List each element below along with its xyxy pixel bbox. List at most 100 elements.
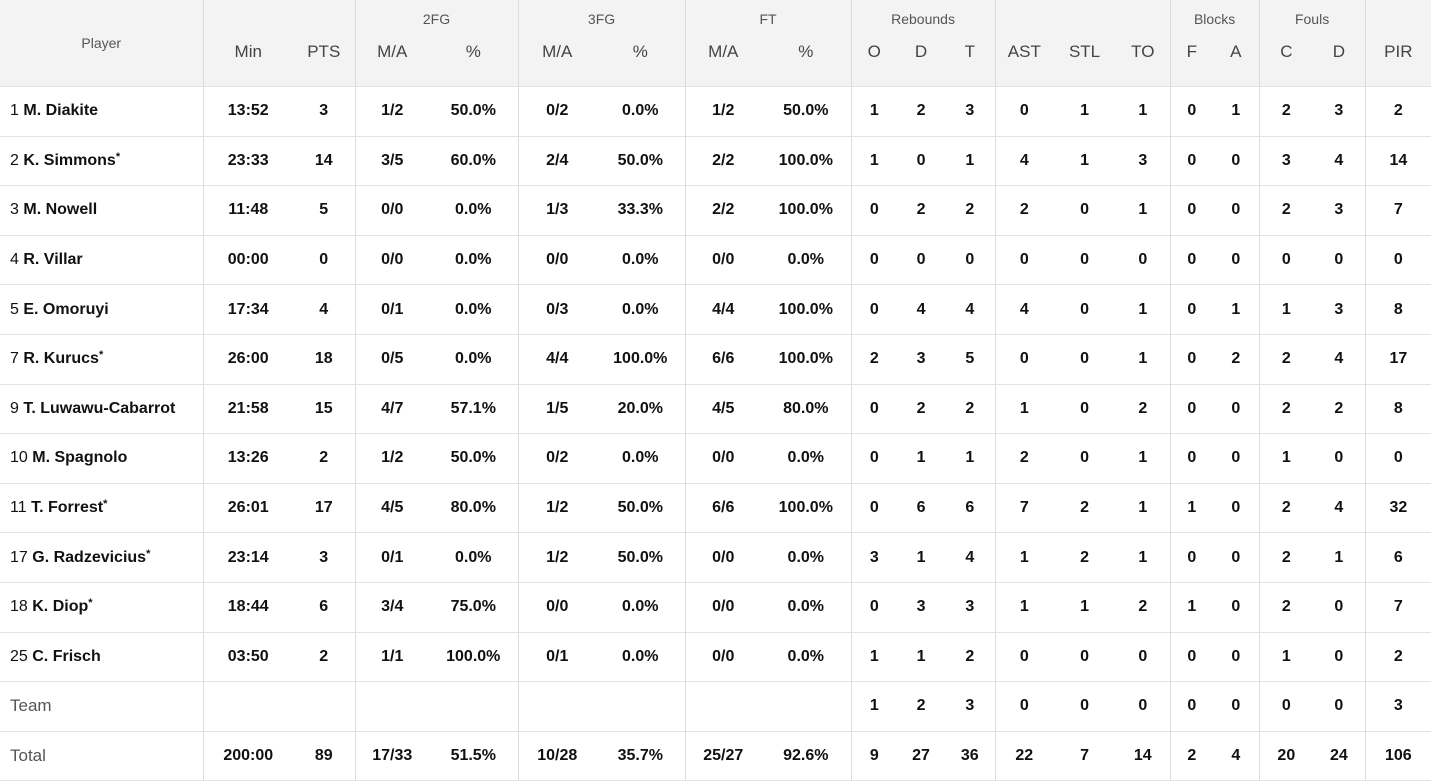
player-cell: 18 K. Diop* xyxy=(0,581,204,633)
player-pir: 6 xyxy=(1365,532,1431,583)
player-number: 10 xyxy=(10,449,28,467)
player-blk-f: 0 xyxy=(1170,383,1214,434)
player-3fg-pct: 20.0% xyxy=(596,383,686,434)
total-foul-c: 20 xyxy=(1259,730,1314,781)
header-min[interactable]: Min xyxy=(203,38,293,87)
player-3fg-ma: 4/4 xyxy=(518,333,597,385)
player-number: 18 xyxy=(10,598,28,616)
player-min: 17:34 xyxy=(203,284,293,335)
header-pir[interactable]: PIR xyxy=(1365,38,1431,87)
player-ast: 7 xyxy=(995,482,1054,533)
player-2fg-pct: 100.0% xyxy=(429,631,519,682)
player-ft-ma: 6/6 xyxy=(685,482,762,533)
player-min: 21:58 xyxy=(203,383,293,434)
player-blk-a: 0 xyxy=(1213,234,1260,285)
header-ft-pct[interactable]: % xyxy=(761,38,852,87)
player-name-link[interactable]: E. Omoruyi xyxy=(23,300,109,318)
player-ft-ma: 0/0 xyxy=(685,581,762,633)
player-name-link[interactable]: M. Diakite xyxy=(23,102,99,120)
player-foul-c: 0 xyxy=(1259,234,1314,285)
player-name-link[interactable]: G. Radzevicius xyxy=(32,548,147,566)
player-name-link[interactable]: R. Kurucs xyxy=(23,350,99,368)
player-2fg-ma: 3/4 xyxy=(355,581,429,633)
player-blk-a: 1 xyxy=(1213,284,1260,335)
player-number: 4 xyxy=(10,251,19,269)
player-to: 1 xyxy=(1116,433,1171,484)
player-ast: 4 xyxy=(995,135,1054,186)
player-min: 13:26 xyxy=(203,433,293,484)
header-stl[interactable]: STL xyxy=(1053,38,1117,87)
player-reb-d: 2 xyxy=(897,185,946,236)
player-name-link[interactable]: M. Spagnolo xyxy=(32,449,128,467)
player-reb-d: 1 xyxy=(897,631,946,682)
player-pir: 32 xyxy=(1365,482,1431,533)
player-name-link[interactable]: T. Forrest xyxy=(31,499,104,517)
player-name-link[interactable]: C. Frisch xyxy=(32,647,101,665)
header-reb-o[interactable]: O xyxy=(851,38,898,87)
header-ast[interactable]: AST xyxy=(995,38,1054,87)
player-to: 2 xyxy=(1116,383,1171,434)
header-reb-d[interactable]: D xyxy=(897,38,946,87)
header-blk-a[interactable]: A xyxy=(1213,38,1260,87)
player-name-link[interactable]: T. Luwawu-Cabarrot xyxy=(23,399,176,417)
player-reb-d: 1 xyxy=(897,433,946,484)
player-pir: 17 xyxy=(1365,333,1431,385)
player-blk-a: 0 xyxy=(1213,581,1260,633)
header-group-blocks: Blocks xyxy=(1170,0,1260,38)
header-blk-f[interactable]: F xyxy=(1170,38,1214,87)
player-blk-a: 0 xyxy=(1213,433,1260,484)
player-name-link[interactable]: K. Diop xyxy=(32,598,89,616)
header-to[interactable]: TO xyxy=(1116,38,1171,87)
player-stl: 1 xyxy=(1053,86,1117,137)
header-2fg-ma[interactable]: M/A xyxy=(355,38,429,87)
player-cell: 10 M. Spagnolo xyxy=(0,433,204,484)
header-player[interactable]: Player xyxy=(0,0,204,87)
header-3fg-pct[interactable]: % xyxy=(596,38,686,87)
team-label: Team xyxy=(0,681,204,732)
player-cell: 2 K. Simmons* xyxy=(0,135,204,186)
player-reb-o: 1 xyxy=(851,86,898,137)
team-2fg-pct xyxy=(429,681,519,732)
player-pir: 14 xyxy=(1365,135,1431,186)
player-reb-t: 2 xyxy=(945,631,996,682)
player-foul-d: 0 xyxy=(1313,433,1366,484)
player-3fg-ma: 1/5 xyxy=(518,383,597,434)
player-row: 11 T. Forrest* 26:01 17 4/5 80.0% 1/2 50.0% 6/6… xyxy=(0,482,1431,533)
header-group-ft: FT xyxy=(685,0,852,38)
header-ft-ma[interactable]: M/A xyxy=(685,38,762,87)
player-3fg-pct: 0.0% xyxy=(596,234,686,285)
player-to: 2 xyxy=(1116,581,1171,633)
header-foul-c[interactable]: C xyxy=(1259,38,1314,87)
player-reb-t: 5 xyxy=(945,333,996,385)
player-to: 1 xyxy=(1116,532,1171,583)
player-to: 1 xyxy=(1116,185,1171,236)
player-3fg-ma: 0/3 xyxy=(518,284,597,335)
team-foul-c: 0 xyxy=(1259,681,1314,732)
team-ft-ma xyxy=(685,681,762,732)
player-stl: 0 xyxy=(1053,333,1117,385)
header-2fg-pct[interactable]: % xyxy=(429,38,519,87)
player-pts: 6 xyxy=(293,581,356,633)
player-foul-c: 2 xyxy=(1259,333,1314,385)
header-reb-t[interactable]: T xyxy=(945,38,996,87)
player-number: 11 xyxy=(10,499,27,517)
player-2fg-ma: 3/5 xyxy=(355,135,429,186)
player-row: 18 K. Diop* 18:44 6 3/4 75.0% 0/0 0.0% 0/0 0.0% 0… xyxy=(0,581,1431,633)
player-ft-ma: 2/2 xyxy=(685,185,762,236)
player-ft-pct: 0.0% xyxy=(761,581,852,633)
player-name-link[interactable]: R. Villar xyxy=(23,251,83,269)
player-row: 17 G. Radzevicius* 23:14 3 0/1 0.0% 1/2 50.0% 0… xyxy=(0,532,1431,583)
player-min: 03:50 xyxy=(203,631,293,682)
header-group-fouls: Fouls xyxy=(1259,0,1366,38)
header-3fg-ma[interactable]: M/A xyxy=(518,38,597,87)
player-pir: 7 xyxy=(1365,185,1431,236)
player-reb-d: 2 xyxy=(897,383,946,434)
player-reb-d: 6 xyxy=(897,482,946,533)
player-3fg-pct: 0.0% xyxy=(596,284,686,335)
player-stl: 2 xyxy=(1053,482,1117,533)
player-name-link[interactable]: M. Nowell xyxy=(23,201,98,219)
header-pts[interactable]: PTS xyxy=(293,38,356,87)
player-name-link[interactable]: K. Simmons xyxy=(23,151,116,169)
header-foul-d[interactable]: D xyxy=(1313,38,1366,87)
team-row: Team 1 2 3 0 0 0 0 0 0 0 3 xyxy=(0,681,1431,732)
